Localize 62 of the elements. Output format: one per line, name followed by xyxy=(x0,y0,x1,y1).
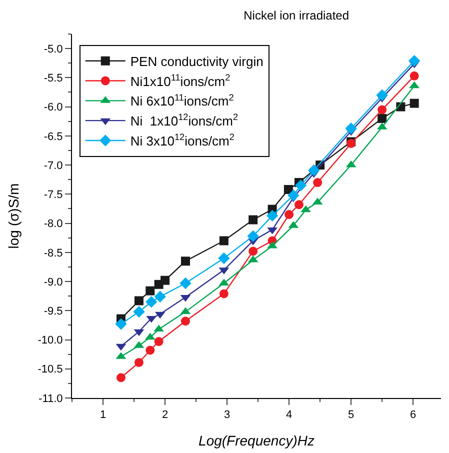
point xyxy=(115,318,127,330)
point xyxy=(247,230,259,242)
point xyxy=(180,277,192,290)
legend-label: PEN conductivity virgin xyxy=(130,54,264,69)
legend-label: Ni1x10$^{11}$ions/cm$^{2}$ xyxy=(130,72,230,89)
point xyxy=(410,71,419,80)
point xyxy=(408,54,420,67)
point xyxy=(146,346,155,355)
y-tick-label: -10.0 xyxy=(38,334,63,347)
y-tick-label: -5.0 xyxy=(44,43,63,56)
point xyxy=(146,296,158,308)
legend-label: Ni 6x10$^{11}$ions/cm$^{2}$ xyxy=(130,92,234,109)
point xyxy=(154,337,164,346)
legend-label: Ni 1x10$^{12}$ions/cm$^{2}$ xyxy=(130,112,238,129)
y-axis-title: log (σ)S/m xyxy=(5,183,22,249)
y-tick-label: -7.5 xyxy=(44,189,63,202)
point xyxy=(248,215,258,224)
x-axis-title: Log(Frequency)Hz xyxy=(198,432,314,448)
point xyxy=(284,210,294,220)
point xyxy=(345,122,357,134)
point xyxy=(313,178,322,188)
y-tick-label: -9.0 xyxy=(44,276,63,288)
point xyxy=(180,316,190,326)
point xyxy=(160,276,170,285)
y-tick-label: -6.5 xyxy=(44,130,63,143)
y-tick-label: -10.5 xyxy=(38,364,63,376)
legend-label: Ni 3x10$^{12}$ions/cm$^{2}$ xyxy=(130,132,234,149)
x-tick-label: 3 xyxy=(224,409,230,422)
point xyxy=(116,373,126,382)
point xyxy=(266,210,278,222)
point xyxy=(154,290,166,303)
y-tick-label: -6.0 xyxy=(44,102,63,114)
y-tick-label: -8.5 xyxy=(44,247,63,260)
point xyxy=(378,105,387,114)
point xyxy=(146,286,155,296)
x-tick-label: 1 xyxy=(100,409,106,422)
point xyxy=(378,114,387,123)
x-tick-label: 4 xyxy=(286,409,292,422)
y-tick-label: -5.5 xyxy=(44,72,63,85)
point xyxy=(133,306,145,318)
x-tick-label: 2 xyxy=(162,409,168,422)
y-tick-label: -9.5 xyxy=(44,305,63,318)
point xyxy=(180,256,190,266)
point xyxy=(134,296,144,306)
x-tick-label: 5 xyxy=(348,409,354,422)
point xyxy=(294,200,304,210)
point xyxy=(134,358,144,367)
y-tick-label: -11.0 xyxy=(38,392,63,405)
y-tick-label: -8.0 xyxy=(44,218,63,230)
chart-title: Nickel ion irradiated xyxy=(244,8,350,23)
point xyxy=(218,252,230,264)
point xyxy=(300,205,311,212)
point xyxy=(308,164,320,176)
y-tick-label: -7.0 xyxy=(44,160,63,172)
point xyxy=(410,98,419,108)
point xyxy=(294,180,307,192)
point xyxy=(219,289,228,298)
x-tick-label: 6 xyxy=(410,409,416,422)
point xyxy=(288,189,300,202)
point xyxy=(376,89,388,101)
point xyxy=(248,246,258,256)
point xyxy=(219,236,228,246)
